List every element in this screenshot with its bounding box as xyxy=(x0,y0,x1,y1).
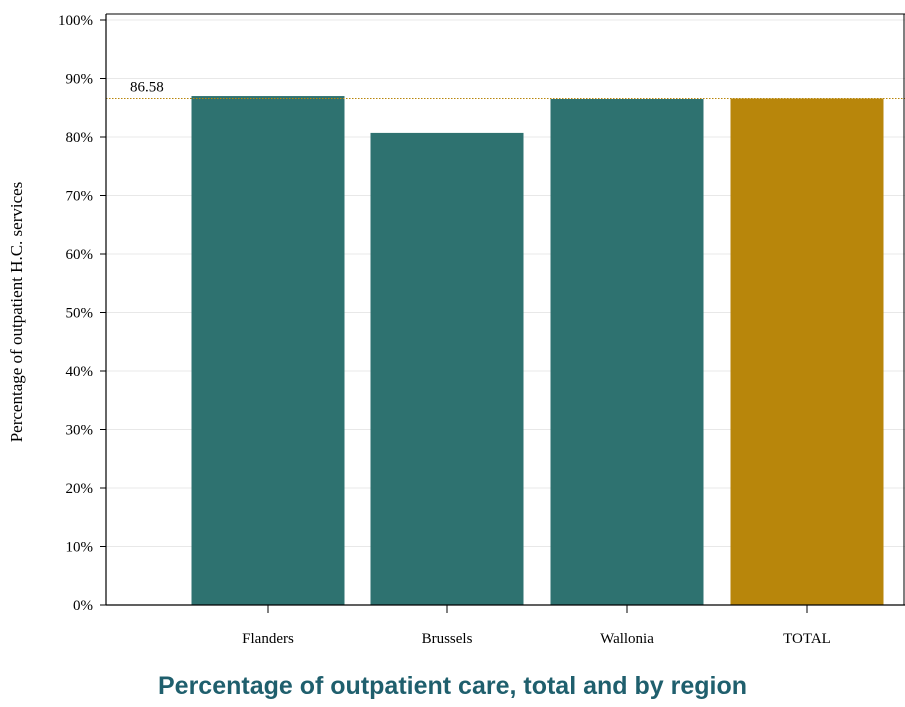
y-tick-label: 30% xyxy=(66,423,94,439)
x-tick-label: Brussels xyxy=(422,631,473,647)
y-tick-label: 90% xyxy=(66,72,94,88)
bar xyxy=(191,96,345,606)
y-tick-label: 10% xyxy=(66,540,94,556)
bar xyxy=(730,98,884,605)
x-tick-label: Flanders xyxy=(242,631,294,647)
bar xyxy=(370,132,524,605)
x-tick-label: Wallonia xyxy=(600,631,654,647)
reference-line-label: 86.58 xyxy=(130,80,164,96)
y-tick-label: 100% xyxy=(58,13,93,29)
y-tick-label: 50% xyxy=(66,306,94,322)
y-tick-label: 40% xyxy=(66,364,94,380)
y-tick-label: 20% xyxy=(66,481,94,497)
y-tick-label: 60% xyxy=(66,247,94,263)
y-axis-label: Percentage of outpatient H.C. services xyxy=(7,182,26,443)
y-axis-ticks: 0% 10% 20% 30% 40% 50% 60% 70% 80% 90% 100% xyxy=(58,13,106,614)
y-tick-label: 0% xyxy=(73,598,93,614)
plot-frame xyxy=(105,13,905,606)
y-tick-label: 70% xyxy=(66,189,94,205)
bar xyxy=(550,98,704,605)
x-tick-label: TOTAL xyxy=(783,631,831,647)
bar-chart: 86.58 0%10%20%30%40%50%60%70%80%90%100% … xyxy=(7,13,905,647)
x-axis-ticks: Flanders Brussels Wallonia TOTAL xyxy=(242,605,831,647)
bars xyxy=(191,96,884,606)
chart-caption: Percentage of outpatient care, total and… xyxy=(158,672,747,700)
reference-line-group: 86.58 xyxy=(106,80,905,100)
y-tick-label: 80% xyxy=(66,130,94,146)
